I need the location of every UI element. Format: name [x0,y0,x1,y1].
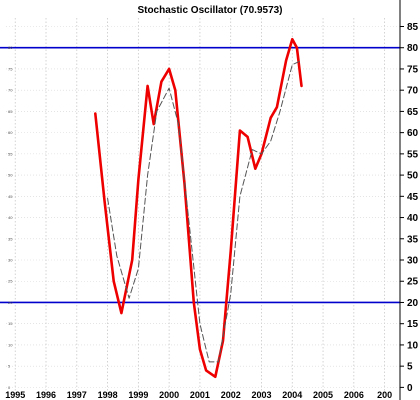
y-tick-label: 50 [407,171,419,182]
levels-layer [0,46,400,304]
x-tick-label: 2000 [159,390,179,400]
y-tick-label: 20 [407,298,419,309]
y-left-label: 20 [8,300,13,305]
y-tick-label: 25 [407,277,419,288]
y-left-label: 80 [8,45,13,50]
plot-frame [399,0,401,400]
y-left-label: 50 [8,173,13,178]
y-tick-label: 55 [407,149,419,160]
y-left-label: 60 [8,130,13,135]
y-tick-label: 5 [407,362,413,373]
series-layer [94,37,303,379]
y-left-label: 40 [8,215,13,220]
y-left-label: 10 [8,342,13,347]
x-tick-label: 1999 [128,390,148,400]
x-tick-label: 2003 [251,390,271,400]
y-left-label: 55 [8,151,13,156]
y-tick-label: 35 [407,234,419,245]
y-tick-label: 40 [407,213,419,224]
y-tick-label: 70 [407,86,419,97]
stochastic-line [94,37,303,379]
y-tick-label: 80 [407,43,419,54]
x-tick-label: 2006 [344,390,364,400]
x-tick-label: 2005 [313,390,333,400]
y-tick-label: 60 [407,128,419,139]
y-left-label: 35 [8,236,13,241]
y-tick-label: 30 [407,256,419,267]
y-left-label: 65 [8,109,13,114]
x-tick-label: 1996 [36,390,56,400]
y-left-label: 45 [8,194,13,199]
y-left-label: 75 [8,66,13,71]
y-tick-label: 45 [407,192,419,203]
y-tick-label: 65 [407,107,419,118]
y-left-label: 0 [8,385,11,390]
x-tick-label: 1997 [67,390,87,400]
x-tick-label: 200 [377,390,392,400]
grid-layer [6,18,400,398]
y-tick-label: 0 [407,383,413,394]
y-left-label: 30 [8,258,13,263]
x-tick-label: 2001 [190,390,210,400]
x-tick-label: 1995 [5,390,25,400]
x-tick-label: 2004 [282,390,302,400]
x-axis: 1995 1996 1997 1998 1999 2000 2001 2002 2003 2004… [5,390,392,400]
y-tick-label: 85 [407,22,419,33]
y-left-label: 15 [8,321,13,326]
y-tick-label: 75 [407,64,419,75]
y-tick-label: 10 [407,340,419,351]
signal-line [107,60,302,363]
y-left-label: 25 [8,279,13,284]
x-tick-label: 1998 [98,390,118,400]
y-left-label: 5 [8,364,11,369]
chart-title: Stochastic Oscillator (70.9573) [137,5,282,16]
y-left-label: 70 [8,88,13,93]
y-tick-label: 15 [407,319,419,330]
x-tick-label: 2002 [221,390,241,400]
